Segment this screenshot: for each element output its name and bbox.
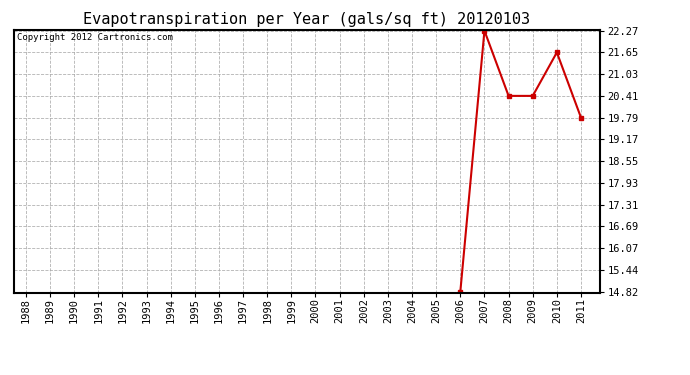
Title: Evapotranspiration per Year (gals/sq ft) 20120103: Evapotranspiration per Year (gals/sq ft)…	[83, 12, 531, 27]
Text: Copyright 2012 Cartronics.com: Copyright 2012 Cartronics.com	[17, 33, 172, 42]
